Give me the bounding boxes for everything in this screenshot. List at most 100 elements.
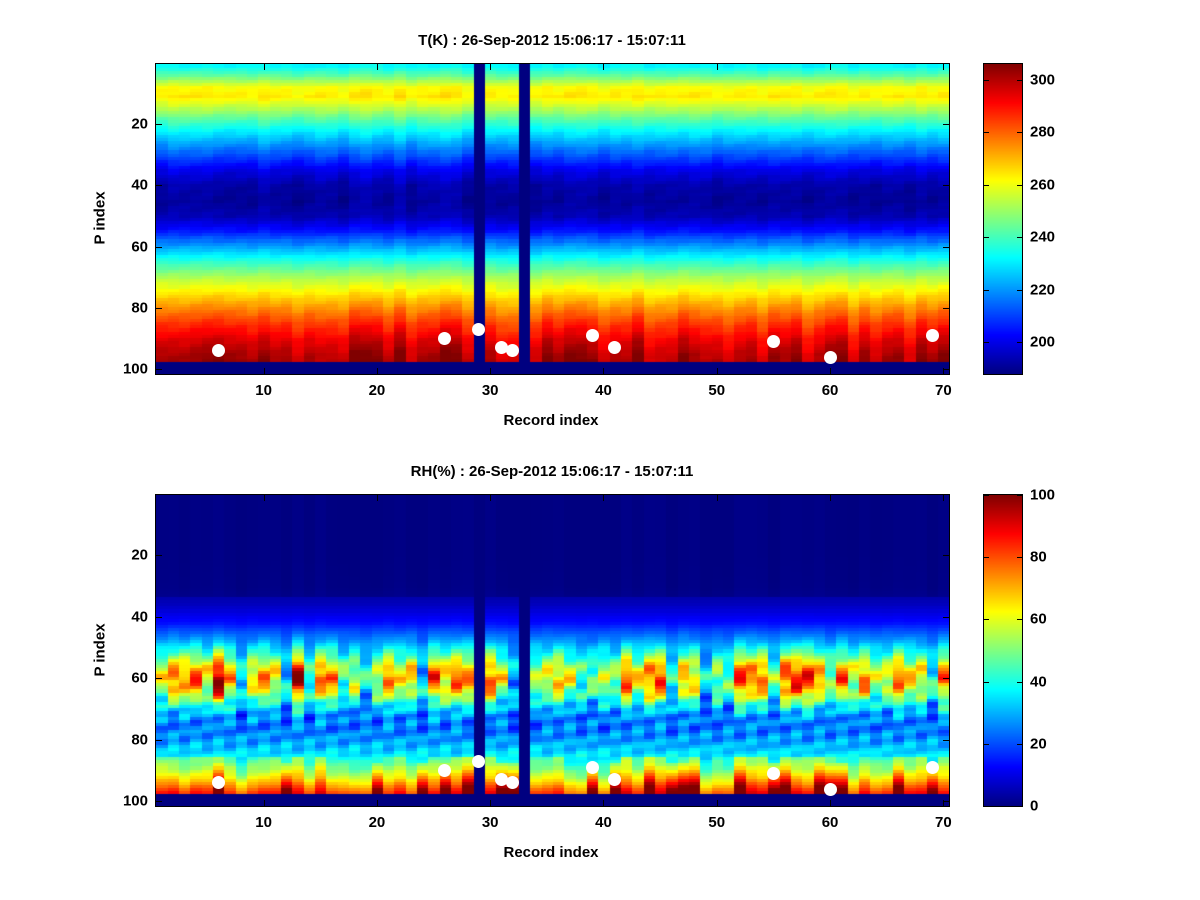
y-tick-label: 40 [131, 176, 148, 194]
x-tick-mark-top [376, 64, 378, 70]
y-tick-mark-right [943, 185, 949, 187]
x-tick-label: 30 [481, 814, 499, 831]
x-tick-label: 30 [481, 382, 499, 399]
x-tick-label: 70 [934, 814, 952, 831]
colorbar-tick-label: 200 [1030, 333, 1056, 351]
x-tick-mark [490, 800, 492, 806]
y-tick-label: 100 [122, 792, 148, 810]
y-tick-label: 60 [131, 238, 148, 256]
x-tick-label: 20 [368, 382, 386, 399]
y-tick-label: 20 [131, 115, 148, 133]
y-tick-mark [156, 308, 162, 309]
relative-humidity-colorbar-gradient [984, 495, 1022, 806]
y-tick-mark [156, 801, 162, 803]
y-tick-label: 100 [122, 360, 148, 378]
colorbar-tick-mark [984, 495, 989, 496]
y-tick-mark [156, 555, 162, 557]
y-tick-mark-right [943, 739, 949, 741]
colorbar-tick-label: 100 [1030, 486, 1056, 504]
x-tick-mark-top [716, 64, 718, 70]
x-tick-label: 60 [821, 814, 839, 831]
x-tick-label: 20 [368, 814, 386, 831]
relative-humidity-colorbar [983, 494, 1023, 807]
x-tick-mark [376, 368, 378, 374]
colorbar-tick-mark [984, 79, 989, 81]
colorbar-tick-label: 260 [1030, 176, 1056, 194]
y-tick-mark-right [943, 678, 949, 680]
x-tick-mark [376, 800, 378, 806]
y-tick-label: 80 [131, 299, 148, 317]
x-tick-label: 50 [708, 382, 726, 399]
temperature-colorbar-gradient [984, 64, 1022, 374]
x-tick-mark-top [943, 64, 945, 70]
y-tick-mark-right [943, 369, 949, 371]
colorbar-tick-mark-right [1017, 237, 1022, 239]
colorbar-tick-label: 60 [1030, 610, 1047, 628]
colorbar-tick-mark [984, 806, 989, 807]
x-tick-label: 50 [708, 814, 726, 831]
y-tick-mark-right [943, 308, 949, 309]
colorbar-tick-label: 240 [1030, 228, 1056, 246]
x-tick-mark-top [490, 64, 492, 70]
y-tick-mark-right [943, 123, 949, 125]
colorbar-tick-mark [984, 184, 989, 186]
x-tick-mark [830, 800, 832, 806]
colorbar-tick-mark [984, 557, 989, 559]
x-tick-mark [830, 368, 832, 374]
y-tick-mark [156, 369, 162, 371]
colorbar-tick-mark-right [1017, 743, 1022, 745]
y-tick-mark-right [943, 616, 949, 618]
temperature-y-axis-label: P index [91, 191, 109, 245]
x-tick-mark-top [716, 495, 718, 501]
x-tick-label: 60 [821, 382, 839, 399]
x-tick-mark-top [830, 495, 832, 501]
colorbar-tick-mark-right [1017, 806, 1022, 807]
colorbar-tick-mark-right [1017, 79, 1022, 81]
temperature-colorbar [983, 63, 1023, 375]
x-tick-mark-top [263, 64, 265, 70]
x-tick-mark-top [943, 495, 945, 501]
relative-humidity-heatmap-axes [155, 494, 950, 807]
y-tick-mark [156, 123, 162, 125]
colorbar-tick-label: 80 [1030, 548, 1047, 566]
y-tick-mark [156, 185, 162, 187]
colorbar-tick-label: 20 [1030, 735, 1047, 753]
x-tick-mark [716, 800, 718, 806]
colorbar-tick-label: 0 [1030, 797, 1039, 815]
colorbar-tick-label: 300 [1030, 71, 1056, 89]
x-tick-label: 40 [595, 382, 612, 399]
temperature-x-axis-label: Record index [503, 412, 599, 429]
temperature-panel-title: T(K) : 26-Sep-2012 15:06:17 - 15:07:11 [418, 32, 686, 49]
colorbar-tick-mark-right [1017, 184, 1022, 186]
x-tick-mark-top [830, 64, 832, 70]
colorbar-tick-mark-right [1017, 132, 1022, 134]
x-tick-mark [603, 800, 605, 806]
colorbar-tick-mark-right [1017, 289, 1022, 291]
y-tick-label: 40 [131, 608, 148, 626]
x-tick-mark-top [263, 495, 265, 501]
y-tick-mark [156, 616, 162, 618]
x-tick-mark-top [603, 495, 605, 501]
x-tick-mark [603, 368, 605, 374]
x-tick-mark-top [603, 64, 605, 70]
colorbar-tick-mark [984, 132, 989, 134]
temperature-heatmap-axes [155, 63, 950, 375]
colorbar-tick-mark [984, 237, 989, 239]
x-tick-mark [263, 800, 265, 806]
colorbar-tick-mark-right [1017, 681, 1022, 683]
relative-humidity-panel-title: RH(%) : 26-Sep-2012 15:06:17 - 15:07:11 [410, 463, 694, 480]
colorbar-tick-mark [984, 681, 989, 683]
x-tick-label: 10 [255, 382, 272, 399]
y-tick-mark-right [943, 801, 949, 803]
y-tick-label: 20 [131, 546, 148, 564]
y-tick-mark [156, 739, 162, 741]
relative-humidity-x-axis-label: Record index [503, 844, 599, 861]
colorbar-tick-mark-right [1017, 557, 1022, 559]
x-tick-mark [490, 368, 492, 374]
x-tick-mark [943, 368, 945, 374]
x-tick-mark-top [490, 495, 492, 501]
x-tick-label: 40 [595, 814, 612, 831]
x-tick-mark [263, 368, 265, 374]
colorbar-tick-mark [984, 289, 989, 291]
